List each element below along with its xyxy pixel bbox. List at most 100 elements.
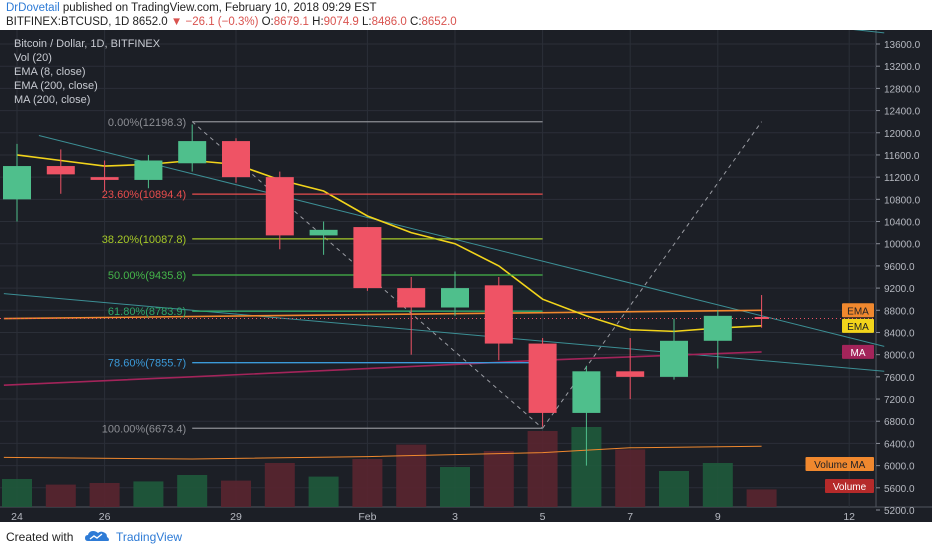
time-tick-label: 26 — [99, 511, 111, 522]
volume-ma-line — [3, 445, 762, 460]
high-label: H: — [312, 16, 324, 28]
volume-ma — [3, 445, 762, 460]
volume-bar — [2, 479, 32, 507]
candle-body — [660, 340, 688, 377]
pane-badge-label: Volume MA — [814, 460, 865, 471]
fib-level-label: 61.80%(8783.9) — [108, 306, 186, 318]
candle-body — [3, 166, 31, 200]
candle-body — [754, 316, 769, 319]
plot-background — [0, 30, 876, 522]
volume-bar — [483, 451, 514, 507]
price-tick-label: 8400.0 — [884, 328, 915, 339]
candle-body — [484, 285, 513, 344]
fib-level-label: 100.00%(6673.4) — [102, 423, 186, 435]
ma200-line — [3, 351, 762, 386]
legend-title: Bitcoin / Dollar, 1D, BITFINEX — [14, 38, 161, 50]
pane-badge — [805, 457, 874, 471]
candle-body — [572, 371, 601, 413]
time-tick-label: Feb — [358, 511, 376, 522]
chart-legend: Bitcoin / Dollar, 1D, BITFINEX Vol (20) … — [14, 38, 161, 106]
down-triangle-icon: ▼ — [170, 16, 183, 28]
grid — [0, 30, 876, 507]
legend-vol[interactable]: Vol (20) — [14, 52, 52, 64]
price-tick-label: 8000.0 — [884, 351, 915, 362]
price-axis-background[interactable] — [876, 30, 932, 522]
footer: Created with TradingView — [0, 522, 932, 550]
trendline — [853, 30, 885, 34]
volume-bar — [746, 489, 777, 507]
fib-level-label: 23.60%(10894.4) — [102, 189, 186, 201]
candle-body — [222, 141, 250, 178]
candle-body — [528, 343, 557, 413]
price-tick-label: 12000.0 — [884, 129, 921, 140]
price-tick-label: 6000.0 — [884, 462, 915, 473]
volume-bar — [264, 463, 295, 507]
volume-bar — [308, 476, 339, 507]
volume-bar — [352, 459, 383, 507]
close-label: C: — [410, 16, 422, 28]
price-tick-label: 10400.0 — [884, 218, 921, 229]
price-tick-label: 5600.0 — [884, 484, 915, 495]
price-axis: 5200.0 5600.0 6000.0 6400.0 6800.0 7200.0 7600… — [876, 40, 921, 517]
volume-bar — [396, 444, 427, 507]
axis-badge-label: EMA — [847, 306, 869, 317]
legend-ma200[interactable]: MA (200, close) — [14, 94, 90, 106]
volume-bar — [133, 481, 164, 507]
fib-level-label: 38.20%(10087.8) — [102, 234, 186, 246]
price-tick-label: 11200.0 — [884, 173, 920, 184]
price-tick-label: 9200.0 — [884, 284, 915, 295]
volume-bar — [702, 463, 733, 507]
price-tick-label: 13200.0 — [884, 62, 921, 73]
price-tick-label: 7200.0 — [884, 395, 915, 406]
legend-ema200[interactable]: EMA (200, close) — [14, 80, 98, 92]
volume-bar — [440, 467, 470, 507]
volume-bar — [615, 449, 646, 507]
volume-bar — [659, 471, 689, 507]
pane-badge — [825, 479, 874, 493]
close-value: 8652.0 — [421, 16, 457, 28]
axis-badge-label: EMA — [847, 322, 869, 333]
price-tick-label: 5200.0 — [884, 506, 915, 517]
fibonacci-retracement[interactable]: 0.00%(12198.3) 23.60%(10894.4) 38.20%(1008… — [102, 117, 543, 436]
fib-level-label: 0.00%(12198.3) — [108, 117, 186, 129]
tradingview-cloud-icon — [85, 531, 109, 541]
volume-bar — [45, 484, 76, 507]
candle-body — [46, 166, 75, 175]
price-chart[interactable]: 0.00%(12198.3) 23.60%(10894.4) 38.20%(1008… — [0, 30, 932, 522]
time-tick-label: 12 — [843, 511, 855, 522]
publish-header: DrDovetail published on TradingView.com,… — [0, 0, 932, 30]
time-tick-label: 7 — [627, 511, 633, 522]
candle-body — [353, 227, 382, 289]
publish-line: DrDovetail published on TradingView.com,… — [6, 2, 377, 14]
volume-bar — [527, 431, 558, 507]
candle-body — [397, 288, 426, 308]
candles — [3, 124, 769, 466]
volume-bar — [221, 480, 251, 507]
price-tick-label: 11600.0 — [884, 151, 920, 162]
fib-trend-dashed — [542, 121, 763, 429]
created-with-text: Created with — [6, 530, 74, 544]
symbol-label: BITFINEX:BTCUSD, 1D — [6, 16, 130, 28]
candle-body — [441, 288, 469, 308]
open-value: 8679.1 — [273, 16, 309, 28]
low-label: L: — [362, 16, 372, 28]
price-tick-label: 10800.0 — [884, 195, 921, 206]
time-axis: 24 26 29 Feb 3 5 7 9 12 — [11, 511, 855, 522]
axis-badge — [842, 303, 874, 318]
time-tick-label: 3 — [452, 511, 458, 522]
legend-ema8[interactable]: EMA (8, close) — [14, 66, 86, 78]
tradingview-link[interactable]: TradingView — [116, 530, 183, 544]
low-value: 8486.0 — [371, 16, 407, 28]
volume-bar — [89, 483, 120, 507]
last-price: 8652.0 — [132, 16, 168, 28]
author-link[interactable]: DrDovetail — [6, 2, 60, 14]
high-value: 9074.9 — [323, 16, 359, 28]
axis-badge — [842, 318, 874, 333]
price-tick-label: 9600.0 — [884, 262, 915, 273]
candle-body — [178, 141, 207, 164]
candle-body — [265, 177, 294, 236]
axis-badge-label: MA — [851, 348, 866, 359]
price-tick-label: 10000.0 — [884, 240, 921, 251]
candle-body — [703, 315, 732, 341]
